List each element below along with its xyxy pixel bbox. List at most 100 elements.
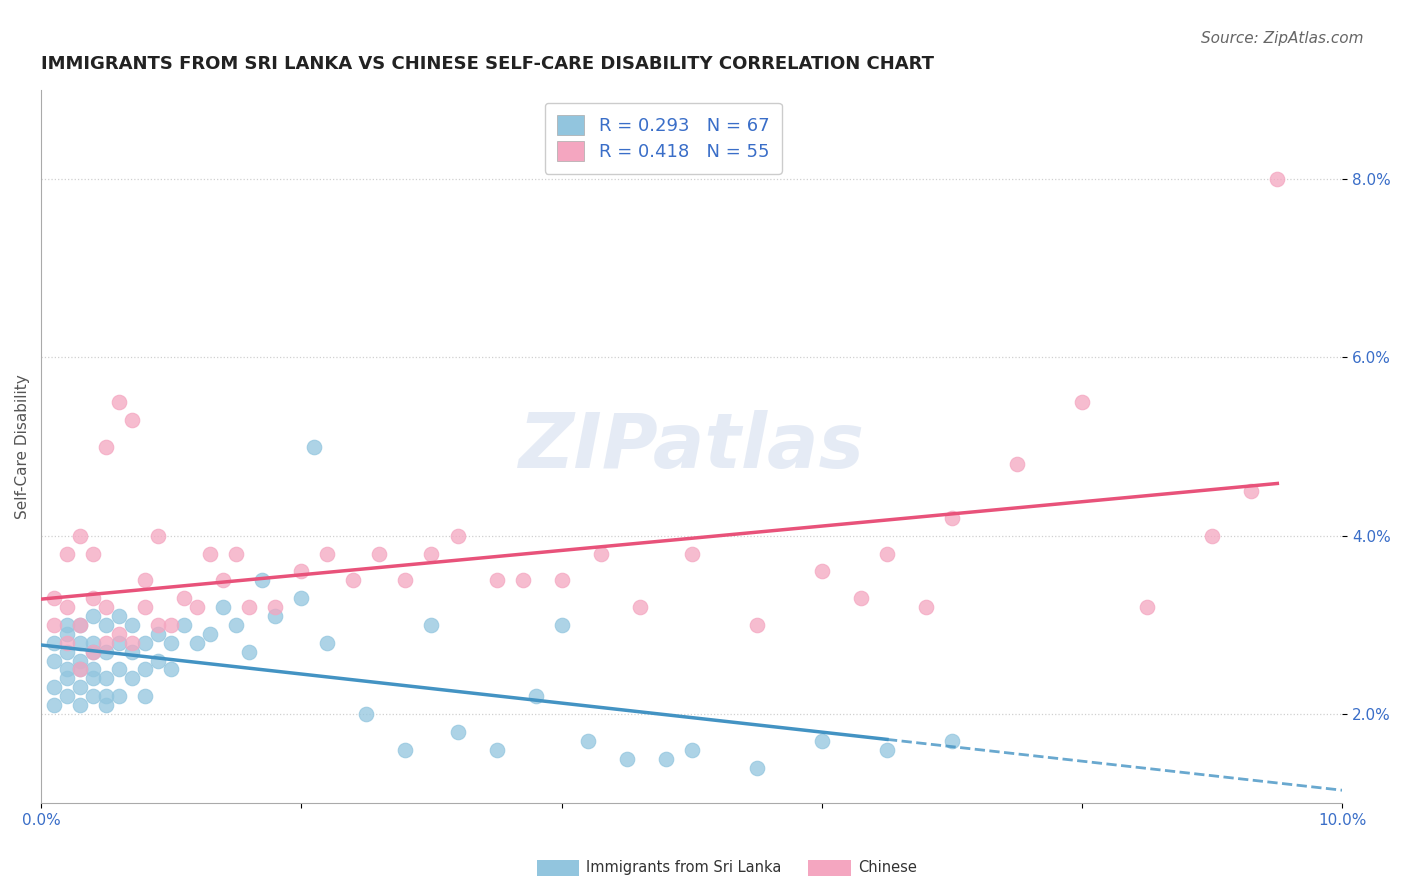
Point <box>108 395 131 409</box>
Point <box>745 618 768 632</box>
Point <box>148 618 170 632</box>
Point <box>876 742 898 756</box>
Point <box>42 698 65 713</box>
Point <box>69 529 91 543</box>
Point <box>42 618 65 632</box>
Point <box>200 627 222 641</box>
Point <box>420 547 443 561</box>
Point <box>186 636 208 650</box>
Point <box>82 663 104 677</box>
Point <box>56 636 79 650</box>
Point <box>342 574 364 588</box>
Point <box>121 672 143 686</box>
Point <box>134 600 156 615</box>
Point <box>69 663 91 677</box>
Point <box>316 547 339 561</box>
Point <box>616 751 638 765</box>
Point <box>108 627 131 641</box>
Point <box>148 654 170 668</box>
Point <box>745 760 768 774</box>
Point <box>42 654 65 668</box>
Point <box>121 413 143 427</box>
Point <box>485 742 508 756</box>
Point <box>420 618 443 632</box>
Point <box>200 547 222 561</box>
Point <box>82 591 104 606</box>
Point <box>82 636 104 650</box>
Point <box>264 600 287 615</box>
Point <box>108 690 131 704</box>
Point <box>238 645 260 659</box>
Point <box>589 547 612 561</box>
Point <box>304 440 326 454</box>
Point <box>512 574 534 588</box>
Point <box>134 690 156 704</box>
Point <box>148 529 170 543</box>
Point <box>550 618 572 632</box>
Point <box>82 609 104 624</box>
Point <box>56 547 79 561</box>
Point <box>96 645 118 659</box>
Point <box>69 618 91 632</box>
Text: Chinese: Chinese <box>858 861 917 875</box>
Point <box>446 529 468 543</box>
Point <box>148 627 170 641</box>
Point <box>56 627 79 641</box>
Point <box>96 698 118 713</box>
Point <box>628 600 651 615</box>
Point <box>42 636 65 650</box>
Point <box>876 547 898 561</box>
Point <box>96 600 118 615</box>
Point <box>485 574 508 588</box>
Point <box>134 663 156 677</box>
Point <box>264 609 287 624</box>
Text: ZIPatlas: ZIPatlas <box>519 409 865 483</box>
Point <box>915 600 938 615</box>
Point <box>1240 484 1263 499</box>
Point <box>524 690 547 704</box>
Point <box>576 734 599 748</box>
Point <box>681 547 703 561</box>
Point <box>56 600 79 615</box>
Point <box>368 547 391 561</box>
Point <box>1136 600 1159 615</box>
Point <box>121 645 143 659</box>
Point <box>212 574 235 588</box>
Point <box>941 511 963 525</box>
Point <box>394 742 416 756</box>
Text: Immigrants from Sri Lanka: Immigrants from Sri Lanka <box>586 861 782 875</box>
Point <box>96 690 118 704</box>
Point <box>108 636 131 650</box>
Point <box>225 618 247 632</box>
Point <box>96 440 118 454</box>
Point <box>42 591 65 606</box>
Point <box>212 600 235 615</box>
Point <box>69 681 91 695</box>
Point <box>225 547 247 561</box>
Point <box>56 690 79 704</box>
Point <box>82 672 104 686</box>
Point <box>160 663 183 677</box>
Point <box>96 618 118 632</box>
Point <box>160 618 183 632</box>
Point <box>69 618 91 632</box>
Point <box>82 547 104 561</box>
Point <box>811 734 834 748</box>
Point <box>82 645 104 659</box>
Point <box>811 565 834 579</box>
Point <box>56 618 79 632</box>
Point <box>121 618 143 632</box>
Point <box>134 574 156 588</box>
Point <box>252 574 274 588</box>
Point <box>69 698 91 713</box>
Point <box>56 672 79 686</box>
Point <box>290 565 312 579</box>
Point <box>69 654 91 668</box>
Point <box>186 600 208 615</box>
Point <box>82 645 104 659</box>
Point <box>238 600 260 615</box>
Point <box>316 636 339 650</box>
Point <box>681 742 703 756</box>
Point <box>1265 172 1288 186</box>
Point <box>394 574 416 588</box>
